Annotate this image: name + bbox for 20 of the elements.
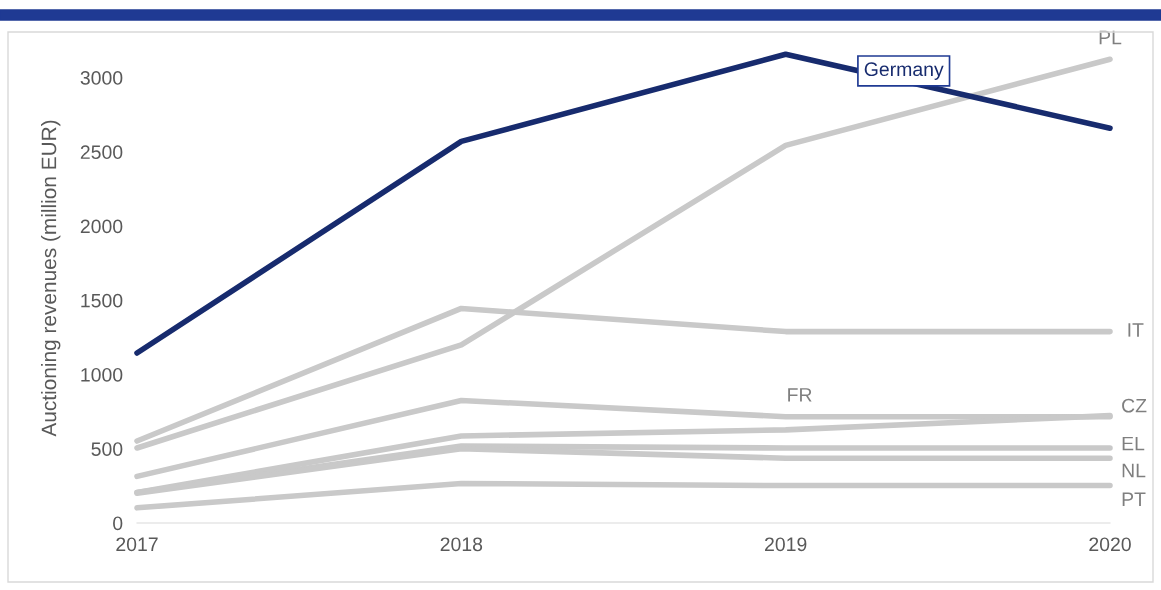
x-tick-label: 2020 — [1089, 537, 1131, 552]
series-label: FR — [788, 388, 812, 402]
series-label: PL — [1099, 30, 1122, 45]
y-axis-title: Auctioning revenues (million EUR) — [40, 120, 61, 437]
x-tick-label: 2018 — [440, 537, 483, 552]
y-tick-label: 2000 — [80, 219, 123, 234]
series-label: IT — [1128, 323, 1144, 337]
series-label: CZ — [1122, 398, 1147, 413]
x-tick-label: 2017 — [116, 537, 158, 552]
y-tick-label: 500 — [91, 442, 123, 456]
y-tick-label: 1500 — [81, 293, 123, 308]
series-label: Germany — [864, 62, 944, 80]
y-tick-label: 2500 — [80, 145, 123, 160]
x-tick-label: 2019 — [765, 537, 807, 552]
y-tick-label: 0 — [113, 516, 123, 531]
y-tick-label: 3000 — [80, 71, 123, 85]
series-label: EL — [1122, 436, 1145, 451]
y-tick-label: 1000 — [81, 367, 123, 382]
series-label: NL — [1122, 463, 1146, 478]
series-label: PT — [1122, 492, 1146, 506]
